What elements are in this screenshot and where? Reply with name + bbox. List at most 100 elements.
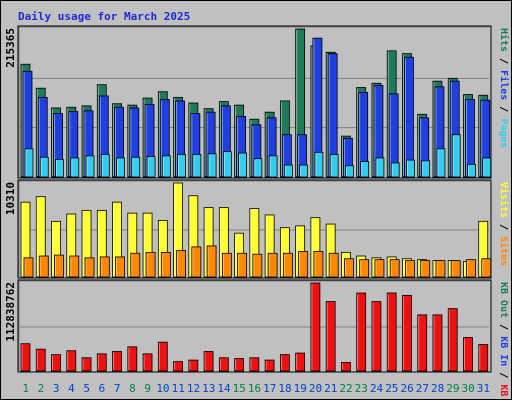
sites-bar <box>38 255 49 278</box>
day-label: 26 <box>400 382 413 395</box>
kbytes-bar <box>249 357 260 372</box>
sites-bar <box>130 252 141 278</box>
sites-bar <box>69 255 80 278</box>
sites-bar <box>23 257 34 278</box>
sites-bar <box>359 259 370 278</box>
pages-bar <box>238 152 248 178</box>
day-label: 16 <box>248 382 261 395</box>
pages-bar <box>375 157 385 178</box>
sites-bar <box>389 259 400 278</box>
day-label: 22 <box>339 382 352 395</box>
sites-bar <box>481 258 492 278</box>
day-label: 13 <box>202 382 215 395</box>
day-label: 29 <box>446 382 459 395</box>
kbytes-bar <box>341 362 351 372</box>
kbytes-bar <box>417 314 428 372</box>
pages-bar <box>467 163 476 178</box>
kbytes-bar <box>402 294 412 372</box>
pages-bar <box>24 148 34 178</box>
kbytes-bar <box>35 348 46 372</box>
legend-entry: / <box>498 366 509 384</box>
pages-bar <box>207 153 217 178</box>
day-label: 28 <box>431 382 444 395</box>
day-label: 14 <box>217 382 231 395</box>
chart-panel-2 <box>17 179 492 279</box>
pages-bar <box>482 157 492 178</box>
sites-bar <box>84 257 95 278</box>
day-label: 3 <box>53 382 60 395</box>
day-label: 7 <box>114 382 121 395</box>
sites-bar <box>466 259 476 278</box>
legend-entry: KB Out <box>498 282 509 318</box>
day-label: 24 <box>370 382 384 395</box>
sites-bar <box>115 256 125 278</box>
pages-bar <box>253 158 263 178</box>
day-label: 15 <box>233 382 246 395</box>
pages-bar <box>436 148 446 178</box>
kbytes-bar <box>478 344 489 372</box>
day-label: 17 <box>263 382 276 395</box>
kbytes-bar <box>81 357 92 372</box>
kbytes-bar <box>157 341 168 372</box>
kbytes-bar <box>203 351 214 372</box>
legend-entry: / <box>498 100 509 118</box>
day-label: 23 <box>355 382 368 395</box>
sites-bar <box>191 246 202 278</box>
kbytes-bar <box>66 350 77 372</box>
pages-bar <box>161 155 171 178</box>
day-label: 11 <box>172 382 185 395</box>
day-label: 5 <box>83 382 90 395</box>
y-max-label: 112838762 <box>4 282 17 342</box>
kbytes-bar <box>112 351 122 372</box>
chart-title: Daily usage for March 2025 <box>18 10 190 23</box>
kbytes-bar <box>127 346 138 372</box>
chart-panel-1 <box>17 25 492 179</box>
day-label: 6 <box>99 382 106 395</box>
kbytes-bar <box>432 314 443 372</box>
pages-bar <box>421 160 431 178</box>
sites-bar <box>420 260 431 278</box>
day-label: 18 <box>278 382 291 395</box>
pages-bar <box>299 164 309 178</box>
pages-bar <box>268 155 278 178</box>
kbytes-bar <box>142 353 153 372</box>
pages-bar <box>283 164 293 178</box>
legend-entry: KB F <box>498 384 509 400</box>
y-max-label: 10310 <box>4 182 17 215</box>
pages-bar <box>55 158 64 178</box>
legend-entry: KB In <box>498 336 509 366</box>
sites-bar <box>374 259 385 278</box>
sites-bar <box>328 252 339 278</box>
day-label: 4 <box>68 382 75 395</box>
kbytes-bar <box>463 337 473 372</box>
kbytes-bar <box>20 343 31 372</box>
pages-bar <box>177 154 186 178</box>
pages-bar <box>100 154 110 178</box>
plot-area <box>17 279 492 373</box>
sites-bar <box>160 251 171 278</box>
pages-bar <box>131 156 141 178</box>
pages-bar <box>329 154 339 178</box>
legend-top: Hits / Files / Pages <box>498 28 510 148</box>
day-label: 27 <box>416 382 429 395</box>
day-label: 8 <box>129 382 136 395</box>
kbytes-bar <box>234 358 245 372</box>
legend-entry: Sites <box>498 236 510 266</box>
sites-bar <box>145 251 156 278</box>
pages-bar <box>116 157 125 178</box>
kbytes-bar <box>279 354 290 372</box>
legend-bottom: KB Out / KB In / KB F <box>498 282 509 400</box>
day-label: 2 <box>38 382 45 395</box>
sites-bar <box>435 260 446 278</box>
pages-bar <box>39 156 49 178</box>
legend-middle: Visits / Sites <box>498 182 510 266</box>
kbytes-bar <box>264 359 275 372</box>
pages-bar <box>451 134 461 178</box>
sites-bar <box>344 258 354 278</box>
kbytes-bar <box>218 357 229 372</box>
pages-bar <box>360 161 370 178</box>
legend-entry: Hits <box>498 28 510 52</box>
sites-bar <box>298 251 309 278</box>
pages-bar <box>406 159 415 178</box>
